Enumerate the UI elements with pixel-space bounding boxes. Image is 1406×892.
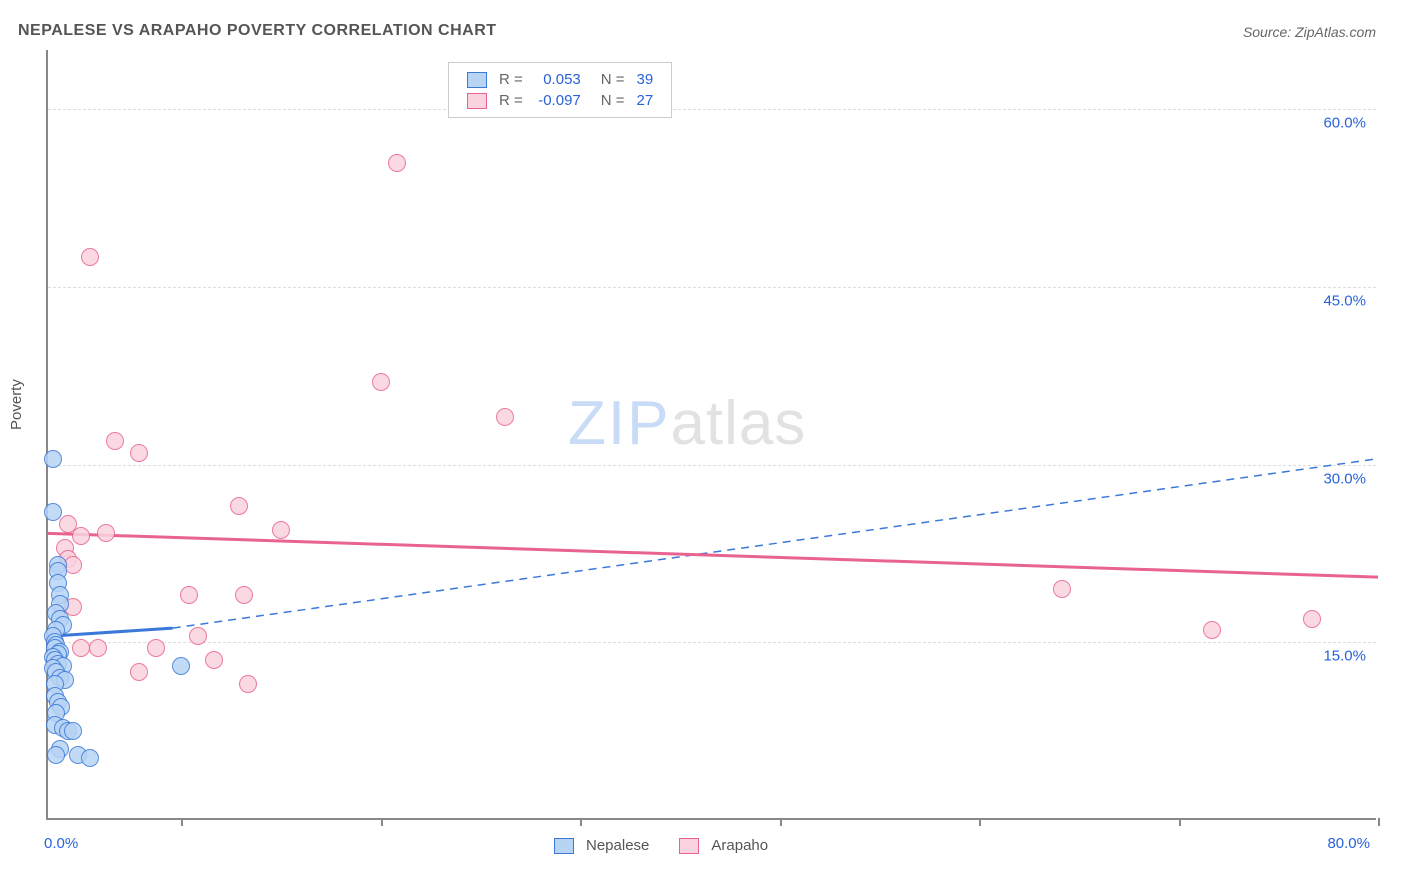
legend-series-name: Nepalese [586,837,649,854]
source-attribution: Source: ZipAtlas.com [1243,24,1376,40]
data-point [272,521,290,539]
legend-r-value: 0.053 [529,69,587,90]
watermark-zip: ZIP [568,389,670,458]
gridline [48,465,1376,466]
data-point [1203,621,1221,639]
data-point [147,639,165,657]
legend-row: R =0.053N =39 [461,69,659,90]
x-tick [1179,818,1181,826]
x-tick [979,818,981,826]
gridline [48,109,1376,110]
legend-r-label: R = [493,69,529,90]
data-point [205,651,223,669]
plot-area: ZIPatlas 15.0%30.0%45.0%60.0% 0.0% 80.0%… [46,50,1376,820]
legend-swatch [679,838,699,854]
legend-r-label: R = [493,90,529,111]
watermark-atlas: atlas [670,389,806,458]
correlation-legend: R =0.053N =39R =-0.097N =27 [448,62,672,118]
data-point [496,408,514,426]
data-point [81,248,99,266]
trendline-solid [48,533,1378,577]
y-tick-label: 30.0% [1323,470,1366,487]
legend-n-value: 39 [631,69,660,90]
data-point [97,524,115,542]
data-point [81,749,99,767]
x-axis-min-label: 0.0% [44,835,78,852]
y-tick-label: 45.0% [1323,292,1366,309]
data-point [372,373,390,391]
gridline [48,287,1376,288]
legend-swatch [554,838,574,854]
trendline-dashed [173,459,1378,628]
x-tick [181,818,183,826]
data-point [235,586,253,604]
data-point [230,497,248,515]
plot-inner: ZIPatlas 15.0% 30.0% 45.0% 60.0% [48,50,1376,818]
data-point [44,503,62,521]
legend-swatch [467,93,487,109]
x-axis-max-label: 80.0% [1327,835,1370,852]
legend-r-value: -0.097 [529,90,587,111]
data-point [189,627,207,645]
data-point [44,450,62,468]
data-point [172,657,190,675]
legend-series-name: Arapaho [711,837,768,854]
trendlines-svg [48,50,1378,820]
legend-swatch [467,72,487,88]
data-point [64,722,82,740]
x-tick [381,818,383,826]
legend-n-label: N = [587,69,631,90]
legend-n-label: N = [587,90,631,111]
data-point [106,432,124,450]
x-tick [780,818,782,826]
watermark: ZIPatlas [568,388,806,459]
data-point [72,639,90,657]
x-tick [580,818,582,826]
chart-title: NEPALESE VS ARAPAHO POVERTY CORRELATION … [18,22,497,40]
data-point [89,639,107,657]
legend-row: R =-0.097N =27 [461,90,659,111]
y-tick-label: 15.0% [1323,648,1366,665]
x-tick [1378,818,1380,826]
gridline [48,642,1376,643]
data-point [1303,610,1321,628]
data-point [239,675,257,693]
series-legend: Nepalese Arapaho [548,836,792,854]
data-point [130,444,148,462]
y-axis-label: Poverty [8,379,25,430]
data-point [72,527,90,545]
data-point [180,586,198,604]
data-point [388,154,406,172]
y-tick-label: 60.0% [1323,115,1366,132]
legend-n-value: 27 [631,90,660,111]
data-point [1053,580,1071,598]
data-point [130,663,148,681]
data-point [47,746,65,764]
